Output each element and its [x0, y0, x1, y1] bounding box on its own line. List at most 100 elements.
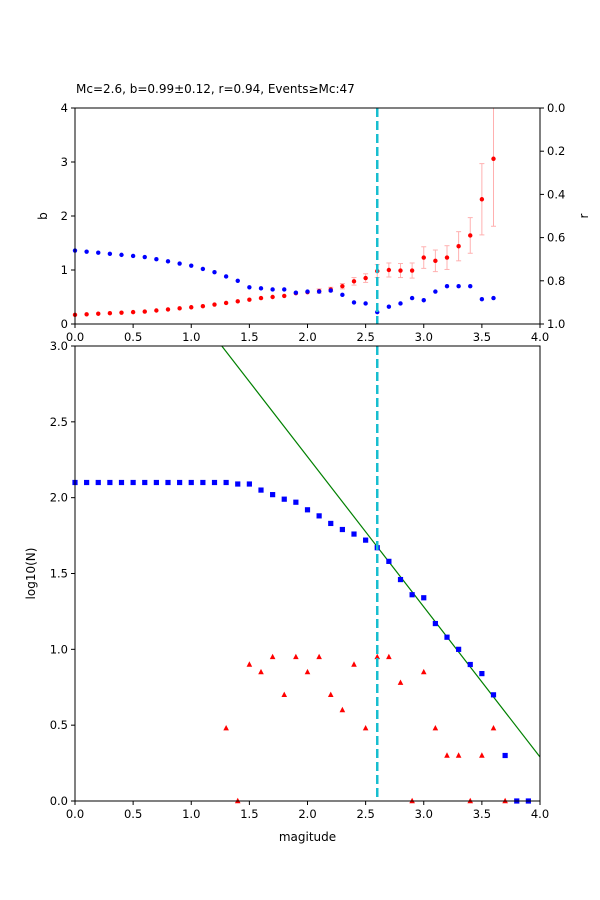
b-value-point: [282, 293, 287, 299]
r-value-point: [421, 298, 426, 303]
x-tick-label: 4.0: [531, 330, 549, 344]
top-right-axis-ticks: 0.0 0.2 0.4 0.6 0.8 1.0: [540, 101, 565, 331]
y-tick-label: 2: [61, 209, 68, 223]
y-tick-label: 3: [61, 155, 68, 169]
r-value-point: [479, 296, 485, 302]
noncumulative-point: [223, 725, 229, 731]
b-value-point: [433, 258, 438, 264]
x-tick-label: 0.0: [66, 330, 84, 344]
b-value-point: [212, 302, 217, 307]
x-tick-label: 1.5: [240, 330, 258, 344]
x-tick-label: 2.5: [356, 807, 374, 821]
cumulative-point: [397, 576, 404, 583]
r-value-point: [235, 278, 240, 283]
noncumulative-point: [397, 679, 404, 685]
y-tick-label: 0.0: [50, 794, 68, 808]
cumulative-point: [467, 661, 473, 668]
noncumulative-point: [490, 725, 497, 731]
r-value-point: [130, 253, 136, 259]
noncumulative-point: [374, 653, 381, 660]
cumulative-point: [118, 479, 125, 486]
b-value-point: [84, 312, 89, 317]
x-tick-label: 0.0: [66, 807, 84, 821]
r-value-point: [177, 261, 182, 266]
r-value-point: [270, 287, 275, 292]
noncumulative-point: [444, 752, 450, 758]
b-value-point: [165, 307, 171, 312]
cumulative-point: [258, 487, 264, 493]
x-tick-label: 3.0: [415, 330, 433, 344]
y-tick-label: 1.5: [50, 567, 68, 581]
right-tick-label: 0.8: [547, 274, 565, 288]
b-value-point: [421, 255, 426, 260]
x-tick-label: 3.0: [415, 807, 433, 821]
cumulative-point: [177, 479, 183, 486]
r-value-point: [468, 284, 473, 289]
r-value-point: [398, 301, 403, 306]
x-tick-label: 0.5: [124, 807, 142, 821]
y-tick-label: 3.0: [50, 339, 68, 353]
cumulative-point: [444, 634, 450, 640]
cumulative-point: [386, 558, 392, 564]
cumulative-point: [281, 496, 287, 502]
b-value-point: [409, 268, 415, 273]
x-tick-label: 0.5: [124, 330, 142, 344]
right-tick-label: 0.0: [547, 101, 565, 115]
r-value-point: [491, 295, 496, 301]
r-value-point: [363, 301, 368, 306]
b-value-point: [398, 268, 403, 273]
x-tick-label: 1.5: [240, 807, 258, 821]
x-tick-label: 2.0: [298, 330, 316, 344]
noncumulative-point: [269, 653, 276, 660]
cumulative-point: [211, 479, 218, 486]
r-value-point: [456, 284, 461, 289]
r-value-point: [165, 259, 171, 264]
r-value-point: [142, 254, 147, 260]
x-tick-label: 1.0: [182, 807, 200, 821]
r-value-point: [223, 274, 229, 279]
b-value-point: [340, 284, 345, 289]
right-tick-label: 0.6: [547, 231, 565, 245]
bottom-y-axis-ticks: 0.0 0.5 1.0 1.5 2.0 2.5 3.0: [50, 339, 75, 808]
r-value-point: [189, 263, 194, 268]
r-value-point: [386, 304, 392, 309]
r-value-point: [154, 257, 159, 262]
r-value-point: [119, 252, 124, 258]
y-tick-label: 0.5: [50, 718, 68, 732]
r-value-point: [96, 250, 101, 255]
cumulative-point: [293, 499, 299, 505]
b-value-point: [235, 299, 240, 304]
r-value-point: [305, 289, 310, 294]
b-value-point: [154, 308, 159, 313]
r-value-point: [444, 284, 450, 289]
cumulative-point: [223, 479, 229, 486]
b-value-point: [119, 310, 124, 315]
cumulative-point: [351, 531, 357, 537]
noncumulative-point: [281, 691, 288, 698]
cumulative-point: [153, 479, 159, 486]
bottom-x-axis-label: magitude: [279, 830, 336, 844]
b-value-point: [96, 311, 101, 316]
b-value-point: [200, 303, 206, 309]
b-value-point: [468, 233, 473, 238]
b-value-point: [223, 300, 229, 306]
b-value-point: [177, 306, 182, 311]
top-y-axis-label: b: [36, 212, 50, 220]
x-tick-label: 1.0: [182, 330, 200, 344]
r-value-series: [72, 248, 496, 315]
y-tick-label: 2.5: [50, 415, 68, 429]
r-value-point: [212, 269, 217, 275]
r-value-point: [282, 287, 287, 292]
cumulative-point: [142, 479, 148, 486]
right-tick-label: 1.0: [547, 317, 565, 331]
cumulative-point: [432, 620, 438, 627]
cumulative-point: [490, 692, 497, 698]
noncumulative-point: [455, 752, 462, 758]
r-value-point: [258, 286, 264, 291]
noncumulative-point: [327, 691, 334, 698]
top-y-axis-ticks: 0 1 2 3 4: [61, 101, 75, 331]
bottom-y-axis-label: log10(N): [24, 548, 38, 600]
r-value-point: [316, 289, 322, 294]
cumulative-point: [456, 646, 462, 652]
b-value-point: [189, 305, 194, 310]
